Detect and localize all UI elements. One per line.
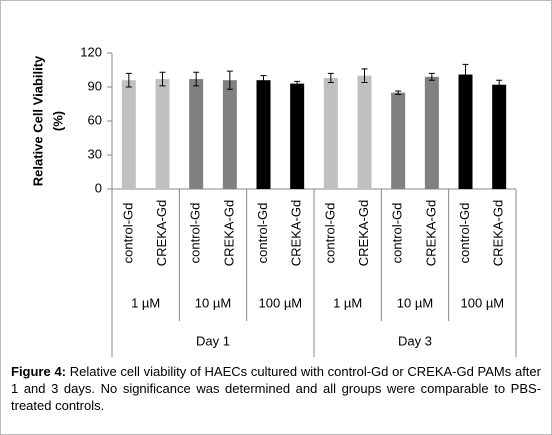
- x-tick-group: control-Gd: [322, 203, 337, 264]
- x-tick-group: control-Gd: [188, 203, 203, 264]
- x-tick-label: CREKA-Gd: [221, 200, 236, 266]
- x-tick-label: CREKA-Gd: [491, 200, 506, 266]
- bar: [222, 80, 237, 189]
- x-tick-label: CREKA-Gd: [154, 200, 169, 266]
- y-tick-label: 60: [88, 112, 102, 127]
- x-tick-label: control-Gd: [390, 203, 405, 264]
- x-tick-group: control-Gd: [457, 203, 472, 264]
- group-label: Day 3: [398, 333, 432, 348]
- x-tick-group: control-Gd: [255, 203, 270, 264]
- error-bar: [193, 71, 200, 87]
- group-label: 1 µM: [131, 295, 160, 310]
- group-label: 100 µM: [259, 295, 303, 310]
- error-bar: [294, 80, 301, 87]
- error-bar: [327, 72, 334, 83]
- group-label: 10 µM: [195, 295, 231, 310]
- bar: [189, 79, 204, 189]
- y-axis-label: Relative Cell Viability: [30, 55, 45, 186]
- x-tick-group: CREKA-Gd: [356, 200, 371, 266]
- bar: [391, 92, 406, 189]
- y-tick-label: 30: [88, 146, 102, 161]
- group-label: 10 µM: [397, 295, 433, 310]
- x-tick-group: control-Gd: [390, 203, 405, 264]
- bar: [458, 74, 473, 189]
- error-bar: [260, 75, 267, 86]
- error-bar: [361, 68, 368, 83]
- x-tick-label: CREKA-Gd: [356, 200, 371, 266]
- group-label: Day 1: [196, 333, 230, 348]
- x-tick-label: CREKA-Gd: [289, 200, 304, 266]
- x-tick-label: control-Gd: [255, 203, 270, 264]
- x-tick-group: control-Gd: [120, 203, 135, 264]
- bar: [323, 77, 338, 189]
- x-tick-group: CREKA-Gd: [491, 200, 506, 266]
- y-tick-label: 0: [95, 180, 102, 195]
- bar: [290, 83, 305, 189]
- y-tick-label: 120: [80, 44, 102, 59]
- x-tick-label: CREKA-Gd: [423, 200, 438, 266]
- chart: Relative Cell Viability (%) 0 30 60 90 120 co…: [30, 44, 517, 357]
- x-tick-label: control-Gd: [120, 203, 135, 264]
- caption-label: Figure 4:: [11, 364, 67, 379]
- bar: [424, 76, 439, 189]
- x-tick-group: CREKA-Gd: [289, 200, 304, 266]
- x-tick-label: control-Gd: [322, 203, 337, 264]
- caption: Figure 4: Relative cell viability of HAE…: [11, 363, 541, 414]
- y-axis-label: (%): [50, 111, 65, 131]
- error-bar: [159, 71, 166, 87]
- error-bar: [496, 79, 503, 90]
- bar: [155, 79, 170, 189]
- error-bar: [462, 63, 469, 86]
- error-bar: [226, 70, 233, 90]
- y-tick-label: 90: [88, 78, 102, 93]
- error-bar: [395, 90, 402, 95]
- x-tick-group: CREKA-Gd: [221, 200, 236, 266]
- bar: [256, 80, 271, 189]
- error-bar: [428, 72, 435, 81]
- caption-text: Relative cell viability of HAECs culture…: [11, 364, 541, 413]
- bar: [357, 75, 372, 189]
- x-tick-label: control-Gd: [457, 203, 472, 264]
- bar: [121, 80, 136, 189]
- group-label: 100 µM: [461, 295, 505, 310]
- x-tick-group: CREKA-Gd: [154, 200, 169, 266]
- x-tick-group: CREKA-Gd: [423, 200, 438, 266]
- bar: [492, 84, 507, 189]
- error-bar: [125, 72, 132, 88]
- group-label: 1 µM: [333, 295, 362, 310]
- x-tick-label: control-Gd: [188, 203, 203, 264]
